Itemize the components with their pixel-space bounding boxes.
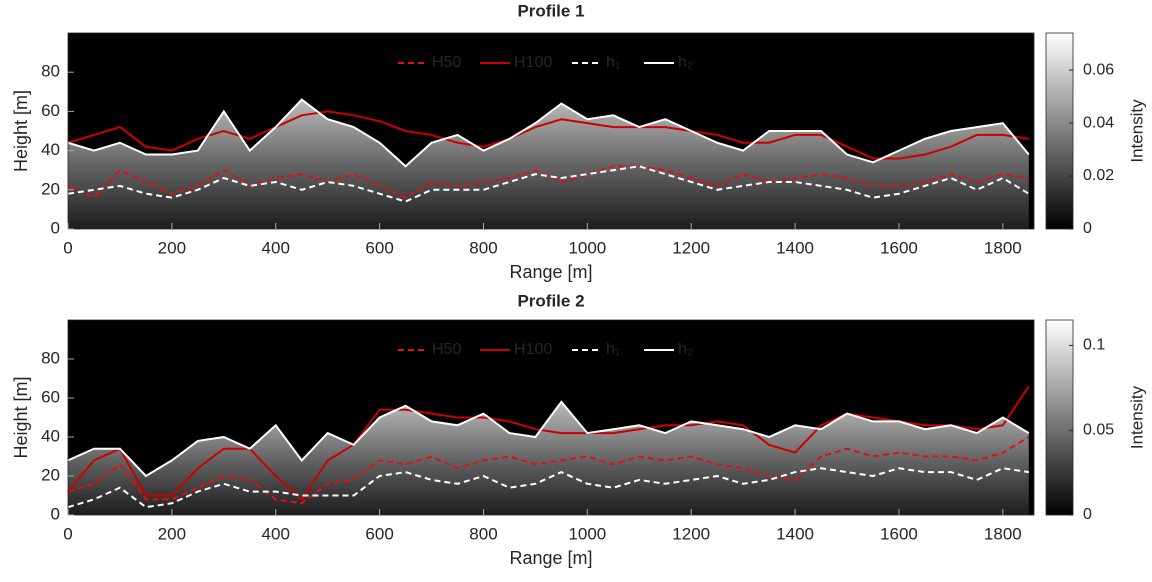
- y-tick-label: 0: [51, 504, 60, 523]
- legend-label: h₂: [678, 341, 693, 358]
- colorbar-label: Intensity: [1127, 385, 1146, 449]
- intensity-area: [68, 401, 1029, 515]
- y-tick-label: 20: [41, 179, 60, 198]
- x-tick-label: 200: [158, 238, 186, 257]
- x-axis-label: Range [m]: [509, 548, 592, 568]
- x-tick-label: 200: [158, 524, 186, 543]
- x-tick-label: 1000: [568, 238, 606, 257]
- colorbar-tick-label: 0.04: [1083, 114, 1114, 131]
- y-tick-label: 40: [41, 140, 60, 159]
- colorbar-tick-label: 0.06: [1083, 61, 1114, 78]
- x-tick-label: 1200: [672, 238, 710, 257]
- plot-frame: [67, 319, 1035, 516]
- series-line: [67, 98, 1030, 168]
- series-line: [67, 436, 1030, 505]
- y-tick-label: 80: [41, 62, 60, 81]
- x-tick-label: 1200: [672, 524, 710, 543]
- legend-label: h₂: [678, 54, 693, 71]
- legend-label: H50: [432, 341, 461, 358]
- colorbar-tick-label: 0: [1083, 220, 1092, 237]
- series-line: [67, 400, 1030, 478]
- y-tick-label: 60: [41, 387, 60, 406]
- x-tick-label: 0: [63, 524, 72, 543]
- chart-title: Profile 1: [517, 1, 584, 20]
- series-line: [67, 165, 1029, 199]
- x-tick-label: 0: [63, 238, 72, 257]
- series-line: [67, 165, 1030, 203]
- legend-label: h₁: [606, 341, 620, 358]
- y-tick-label: 0: [51, 218, 60, 237]
- x-tick-label: 800: [469, 238, 497, 257]
- colorbar: [1045, 319, 1074, 516]
- x-tick-label: 1000: [568, 524, 606, 543]
- legend-label: H100: [514, 54, 552, 71]
- colorbar-label: Intensity: [1127, 99, 1146, 163]
- plot-frame: [67, 32, 1035, 230]
- x-tick-label: 1400: [776, 238, 814, 257]
- colorbar-tick-label: 0.1: [1083, 337, 1105, 354]
- colorbar-tick-label: 0: [1083, 506, 1092, 523]
- x-tick-label: 1800: [984, 238, 1022, 257]
- legend-label: h₁: [606, 54, 620, 71]
- series-line: [67, 110, 1029, 160]
- y-axis-label: Height [m]: [11, 376, 31, 458]
- x-tick-label: 600: [365, 238, 393, 257]
- x-tick-label: 1600: [880, 238, 918, 257]
- x-tick-label: 400: [262, 524, 290, 543]
- y-axis-label: Height [m]: [11, 90, 31, 172]
- y-tick-label: 20: [41, 465, 60, 484]
- x-tick-label: 800: [469, 524, 497, 543]
- y-tick-label: 80: [41, 348, 60, 367]
- x-tick-label: 600: [365, 524, 393, 543]
- y-tick-label: 60: [41, 101, 60, 120]
- x-tick-label: 1400: [776, 524, 814, 543]
- x-tick-label: 1600: [880, 524, 918, 543]
- x-tick-label: 1800: [984, 524, 1022, 543]
- colorbar-tick-label: 0.02: [1083, 167, 1114, 184]
- x-axis-label: Range [m]: [509, 262, 592, 282]
- colorbar-tick-label: 0.05: [1083, 421, 1114, 438]
- legend-label: H50: [432, 54, 461, 71]
- series-line: [67, 385, 1030, 501]
- chart-title: Profile 2: [517, 291, 584, 310]
- series-line: [67, 467, 1029, 509]
- colorbar: [1045, 32, 1074, 230]
- x-tick-label: 400: [262, 238, 290, 257]
- y-tick-label: 40: [41, 426, 60, 445]
- legend-label: H100: [514, 341, 552, 358]
